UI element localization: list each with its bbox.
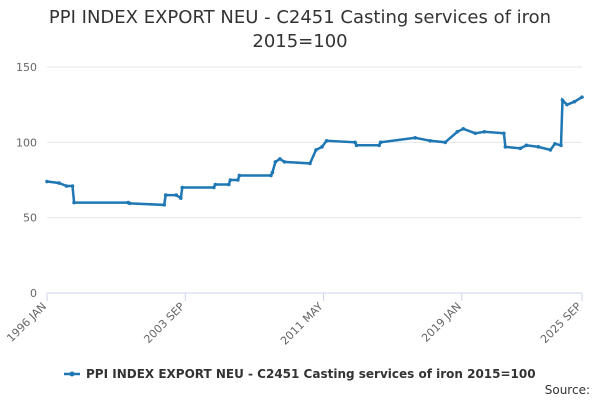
data-point: [45, 179, 49, 184]
data-point: [163, 193, 168, 197]
data-point: [324, 139, 329, 143]
data-point: [548, 148, 553, 152]
data-point: [559, 143, 563, 148]
data-point: [237, 173, 242, 178]
y-tick-label: 100: [16, 136, 37, 149]
data-point: [353, 140, 357, 145]
data-point: [180, 185, 185, 190]
data-point: [413, 136, 417, 140]
data-point: [270, 170, 275, 175]
data-point: [378, 140, 383, 145]
data-point: [443, 140, 448, 145]
data-point: [57, 181, 61, 185]
data-point: [174, 193, 179, 197]
y-tick-label: 0: [30, 287, 37, 300]
x-tick-label: 1996 JAN: [4, 300, 49, 345]
data-point: [553, 142, 557, 146]
data-point: [227, 182, 231, 187]
legend-marker: [69, 371, 75, 377]
data-point: [428, 139, 433, 143]
x-tick-label: 2003 SEP: [141, 300, 187, 346]
data-point: [269, 173, 273, 178]
x-tick-label: 2025 SEP: [538, 300, 584, 346]
data-point: [72, 200, 76, 205]
y-tick-label: 50: [23, 212, 37, 225]
data-point: [228, 178, 233, 182]
data-point: [572, 99, 577, 104]
data-point: [178, 196, 183, 200]
data-point: [461, 126, 466, 131]
data-point: [455, 129, 460, 134]
data-point: [70, 184, 75, 188]
data-point: [212, 185, 216, 190]
data-point: [377, 143, 381, 148]
legend-label: PPI INDEX EXPORT NEU - C2451 Casting ser…: [86, 367, 536, 381]
data-point: [580, 95, 584, 99]
data-point: [482, 129, 487, 134]
data-point: [236, 178, 240, 182]
source-label: Source:: [545, 383, 590, 397]
data-point: [518, 146, 523, 151]
data-point: [503, 145, 508, 149]
data-point: [278, 157, 282, 161]
data-point: [320, 145, 324, 149]
data-point: [273, 160, 278, 164]
data-point: [565, 102, 569, 107]
data-point: [502, 131, 506, 136]
data-point: [536, 145, 541, 149]
data-point: [127, 201, 132, 206]
data-point: [473, 131, 478, 136]
data-line: [46, 96, 583, 207]
data-point: [560, 98, 565, 102]
data-point: [314, 148, 318, 152]
data-point: [213, 182, 218, 187]
x-tick-label: 2019 JAN: [419, 300, 464, 345]
data-point: [282, 160, 287, 164]
chart-title: PPI INDEX EXPORT NEU - C2451 Casting ser…: [48, 7, 552, 52]
data-point: [162, 203, 167, 207]
x-tick-label: 2011 MAY: [278, 300, 326, 348]
y-tick-label: 150: [16, 61, 37, 74]
data-point: [64, 184, 69, 188]
data-point: [308, 161, 312, 166]
data-point: [354, 143, 359, 148]
data-point: [524, 143, 529, 148]
